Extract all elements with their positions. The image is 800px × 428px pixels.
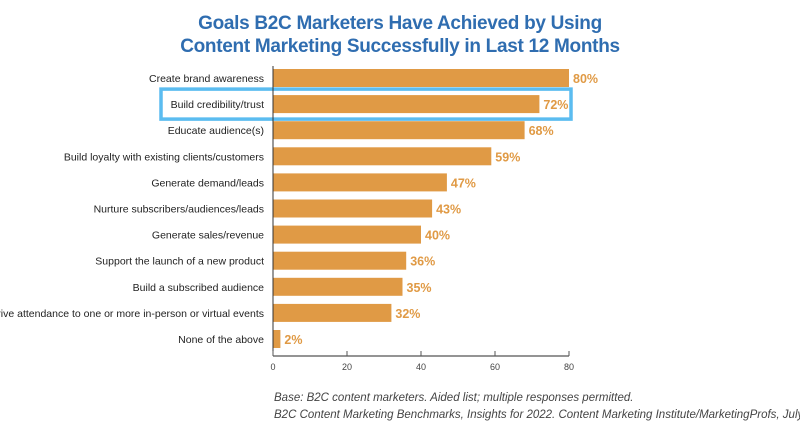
bar: [273, 251, 407, 270]
category-label: Support the launch of a new product: [95, 256, 264, 268]
bar: [273, 173, 447, 192]
data-label: 72%: [543, 98, 568, 112]
chart-title-line-2: Content Marketing Successfully in Last 1…: [180, 36, 620, 57]
category-label: Generate demand/leads: [151, 177, 264, 189]
data-label: 36%: [410, 255, 435, 269]
category-label: Nurture subscribers/audiences/leads: [94, 204, 264, 216]
x-tick-label: 60: [490, 362, 500, 372]
base-note: Base: B2C content marketers. Aided list;…: [274, 392, 634, 404]
data-label: 40%: [425, 229, 450, 243]
category-label: Generate sales/revenue: [152, 230, 264, 242]
data-label: 47%: [451, 176, 476, 190]
bar: [273, 147, 492, 166]
bar: [273, 330, 281, 348]
highlight-box: [159, 87, 573, 121]
category-label: Create brand awareness: [149, 73, 264, 85]
bar: [273, 69, 569, 87]
bar: [273, 199, 433, 218]
category-label: Build loyalty with existing clients/cust…: [64, 151, 264, 163]
chart-title-line-1: Goals B2C Marketers Have Achieved by Usi…: [198, 13, 602, 34]
bar: [273, 277, 403, 296]
data-label: 2%: [284, 333, 302, 347]
category-label: Build credibility/trust: [171, 99, 264, 111]
category-label: Drive attendance to one or more in-perso…: [0, 308, 264, 320]
bar: [273, 95, 540, 114]
data-label: 59%: [495, 150, 520, 164]
category-label: Educate audience(s): [168, 125, 264, 137]
bar: [273, 121, 525, 140]
category-label: None of the above: [178, 334, 264, 346]
x-tick-label: 40: [416, 362, 426, 372]
data-label: 80%: [573, 72, 598, 86]
data-label: 68%: [529, 124, 554, 138]
bar: [273, 303, 392, 322]
source-note: B2C Content Marketing Benchmarks, Insigh…: [274, 409, 800, 421]
x-tick-label: 20: [342, 362, 352, 372]
category-label: Build a subscribed audience: [133, 282, 264, 294]
bar: [273, 225, 421, 244]
x-tick-label: 0: [270, 362, 275, 372]
data-label: 43%: [436, 203, 461, 217]
data-label: 35%: [407, 281, 432, 295]
x-tick-label: 80: [564, 362, 574, 372]
data-label: 32%: [395, 307, 420, 321]
